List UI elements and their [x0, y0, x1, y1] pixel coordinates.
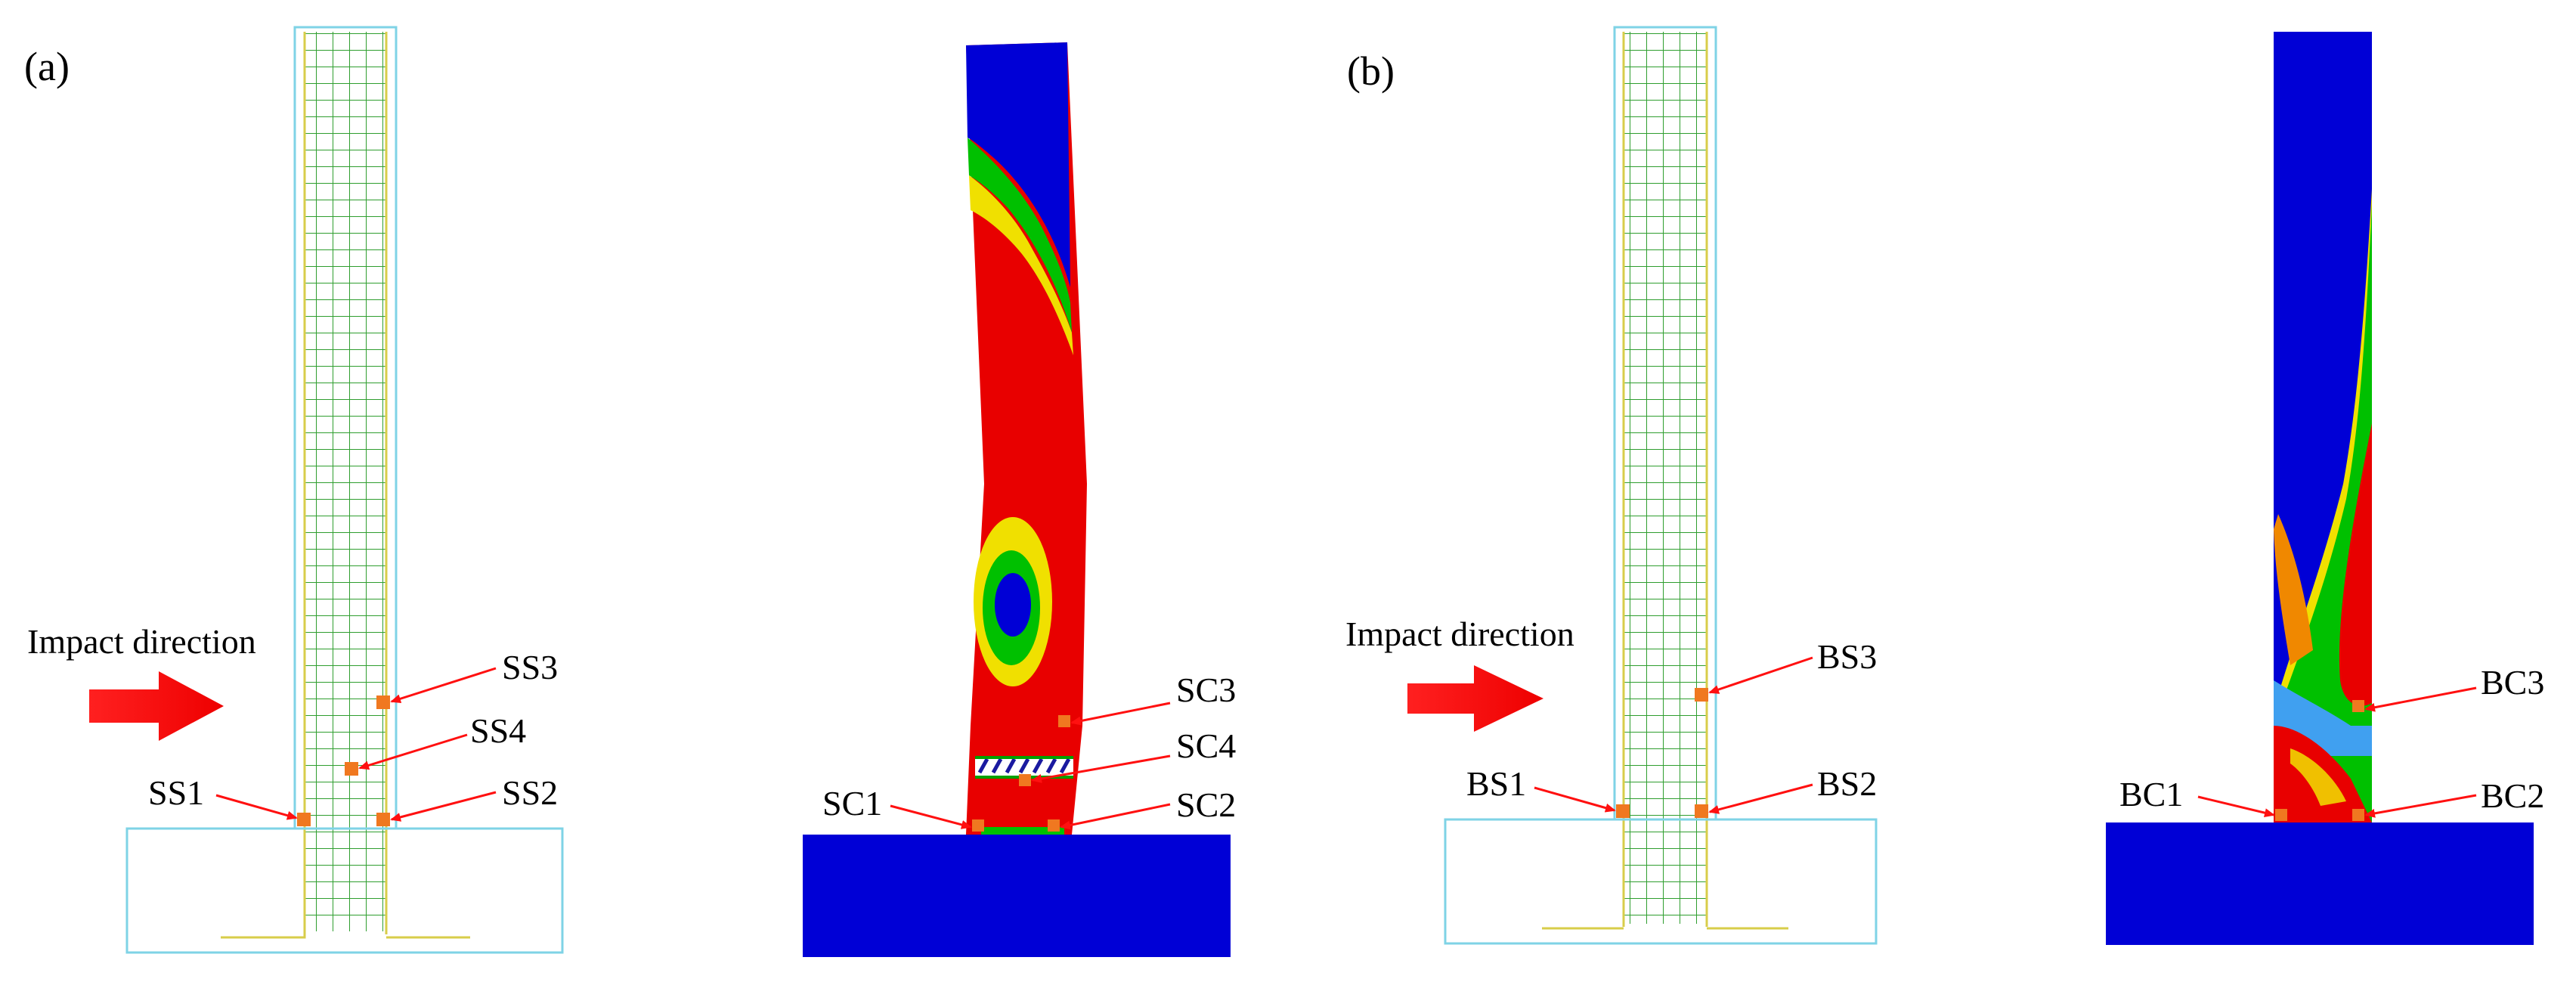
longitudinal-rebar-b — [1622, 32, 1708, 927]
label-bc2: BC2 — [2481, 776, 2544, 815]
label-bc3: BC3 — [2481, 663, 2544, 702]
contour-blue-top — [966, 42, 1070, 287]
footing-outline — [125, 827, 564, 954]
label-bs2: BS2 — [1817, 764, 1877, 803]
label-bs1: BS1 — [1466, 764, 1526, 803]
panel-b-label: (b) — [1347, 48, 1395, 94]
leader-ss1 — [215, 794, 298, 820]
gauge-bc1-marker — [2275, 809, 2287, 821]
contour-base-green — [981, 827, 1064, 835]
impact-direction-label: Impact direction — [27, 622, 256, 661]
gauge-bs2-marker — [1695, 804, 1708, 818]
contour-band-orange-b — [2274, 514, 2313, 665]
leader-ss4 — [358, 733, 468, 770]
label-sc2: SC2 — [1176, 785, 1236, 824]
label-ss1: SS1 — [148, 773, 204, 812]
label-ss2: SS2 — [502, 773, 558, 812]
leader-bs2 — [1708, 783, 1813, 814]
gauge-ss1-marker — [297, 813, 311, 826]
gauge-sc3-marker — [1058, 715, 1070, 727]
panel-a-label: (a) — [24, 44, 70, 89]
leader-sc3 — [1070, 702, 1171, 726]
impact-arrow-b — [1407, 665, 1543, 732]
leader-bc1 — [2197, 795, 2275, 818]
gauge-ss3-marker — [376, 695, 390, 709]
label-sc3: SC3 — [1176, 671, 1236, 709]
steel-gauge-labels-a: SS1 SS2 SS3 SS4 — [148, 648, 558, 822]
contour-yellow-band — [969, 175, 1073, 355]
steel-gauge-labels-b: BS1 BS2 BS3 — [1466, 637, 1877, 814]
contour-base-yellow-b — [2290, 748, 2346, 806]
gauge-bs1-marker — [1616, 804, 1630, 818]
footing-block — [803, 835, 1231, 957]
crack-hatch — [977, 757, 1071, 774]
leader-bs1 — [1534, 786, 1616, 813]
leader-bc3 — [2364, 686, 2477, 712]
gauge-ss4-marker — [345, 762, 358, 776]
leader-bc2 — [2364, 794, 2477, 818]
footing-outline-b — [1444, 818, 1878, 945]
concrete-gauge-labels-a: SC1 SC2 SC3 SC4 — [822, 671, 1236, 830]
label-sc1: SC1 — [822, 784, 882, 822]
rebar-anchorage — [221, 934, 470, 939]
leader-ss3 — [390, 667, 497, 704]
panel-b-damage-contour — [2106, 32, 2534, 945]
label-bs3: BS3 — [1817, 637, 1877, 676]
impact-arrow — [89, 671, 224, 741]
gauge-ss2-marker — [376, 813, 390, 826]
impact-direction-label-b: Impact direction — [1345, 615, 1574, 653]
rebar-mesh — [305, 32, 386, 931]
panel-b-mesh-model — [1444, 26, 1878, 945]
leader-sc4 — [1031, 754, 1171, 783]
gauge-bs3-marker — [1695, 688, 1708, 702]
label-sc4: SC4 — [1176, 726, 1236, 765]
gauge-bc3-marker — [2352, 700, 2364, 712]
panel-a-damage-contour — [803, 42, 1231, 957]
panel-a-mesh-model — [125, 26, 564, 954]
contour-band-red-b — [2339, 423, 2372, 706]
gauge-sc2-marker — [1048, 819, 1060, 832]
longitudinal-rebar — [303, 32, 388, 934]
leader-sc1 — [890, 804, 972, 829]
gauge-sc4-marker — [1019, 774, 1031, 786]
leader-sc2 — [1060, 803, 1171, 830]
label-bc1: BC1 — [2119, 775, 2183, 813]
leader-ss2 — [390, 791, 497, 822]
footing-block-b — [2106, 822, 2534, 945]
rebar-mesh-b — [1624, 32, 1707, 924]
concrete-gauge-labels-b: BC1 BC2 BC3 — [2119, 663, 2544, 818]
gauge-sc1-marker — [972, 819, 984, 832]
label-ss4: SS4 — [470, 711, 526, 750]
leader-bs3 — [1708, 656, 1813, 694]
contour-green-band — [968, 138, 1072, 333]
contour-hole-blue — [995, 573, 1031, 637]
gauge-bc2-marker — [2352, 809, 2364, 821]
label-ss3: SS3 — [502, 648, 558, 686]
